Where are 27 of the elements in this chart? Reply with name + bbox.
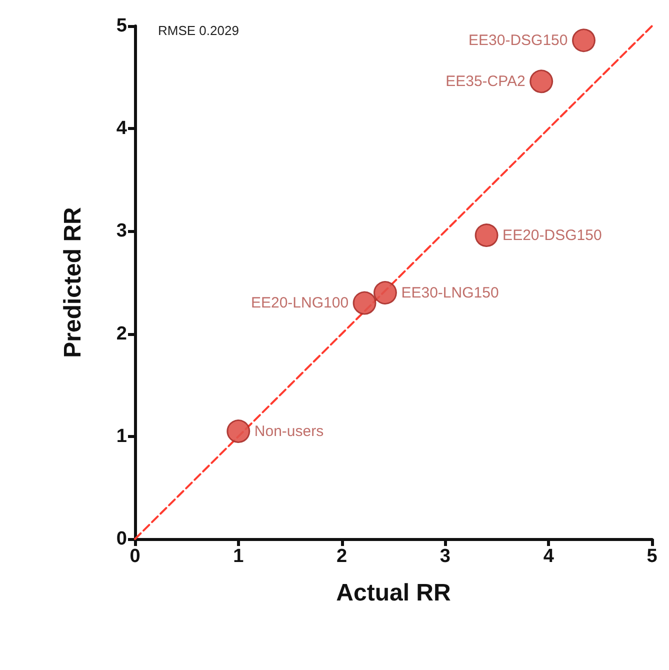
y-tick-label: 2: [116, 323, 127, 344]
point: [374, 281, 397, 305]
point: [474, 224, 498, 248]
x-tick-label: 1: [233, 546, 244, 567]
x-tick-label: 2: [336, 546, 348, 567]
x-tick-label: 4: [543, 546, 554, 567]
y-axis-title: Predicted RR: [60, 207, 86, 358]
y-tick-label: 0: [116, 528, 127, 550]
y-tick-label: 4: [116, 118, 128, 140]
point: [226, 420, 250, 444]
annotation: EE35-CPA2: [446, 72, 526, 90]
annotation: RMSE 0.2029: [158, 23, 239, 38]
annotation: EE30-DSG150: [468, 32, 568, 49]
annotation: Non-users: [254, 422, 324, 440]
point: [572, 28, 596, 52]
x-tick-label: 3: [440, 546, 450, 567]
point: [352, 291, 376, 315]
annotation: EE30-LNG150: [401, 284, 499, 302]
x-tick-label: 0: [130, 546, 140, 567]
y-tick-label: 3: [116, 220, 127, 242]
annotation: EE20-LNG100: [250, 294, 349, 312]
y-tick-label: 1: [116, 426, 128, 447]
annotation: EE20-DSG150: [502, 226, 602, 244]
x-axis-title: Actual RR: [336, 580, 451, 606]
point: [530, 70, 554, 94]
x-tick-label: 5: [646, 546, 658, 567]
y-tick-label: 5: [116, 16, 128, 36]
